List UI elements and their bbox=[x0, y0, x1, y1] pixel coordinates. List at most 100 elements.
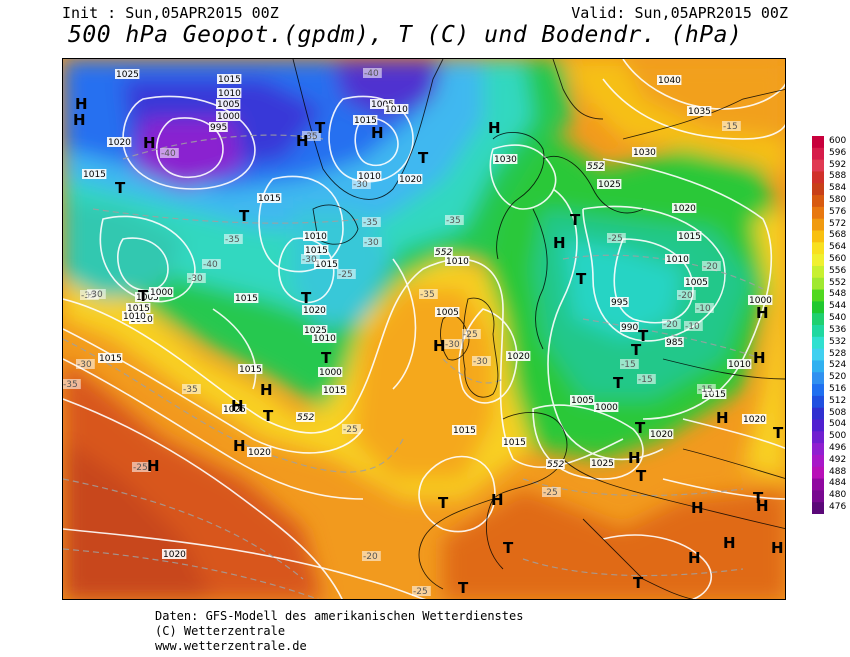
legend-swatch bbox=[812, 277, 824, 291]
label-background bbox=[607, 233, 626, 243]
legend-swatch bbox=[812, 325, 824, 338]
legend-label: 592 bbox=[829, 159, 847, 170]
label-background bbox=[135, 292, 160, 302]
low-pressure-label: T bbox=[753, 489, 764, 507]
label-background bbox=[187, 273, 206, 283]
map-canvas: 1025 101510101005100099510201015104010351… bbox=[63, 59, 785, 599]
high-pressure-label: H bbox=[628, 449, 641, 467]
label-background bbox=[502, 437, 527, 447]
temperature-label: -20 bbox=[703, 262, 718, 272]
label-background bbox=[748, 295, 773, 305]
label-background bbox=[662, 319, 681, 329]
isobar-label: 995 bbox=[611, 298, 628, 308]
label-background bbox=[722, 121, 741, 131]
isobar-label: 1005 bbox=[217, 100, 240, 110]
legend-swatch bbox=[812, 136, 824, 149]
legend-swatch bbox=[812, 348, 824, 361]
legend-label: 600 bbox=[829, 135, 847, 146]
label-background bbox=[445, 215, 464, 225]
isobar-label: 1005 bbox=[136, 293, 159, 303]
label-background bbox=[302, 131, 321, 141]
label-background bbox=[217, 74, 242, 84]
map-marks: 1025 101510101005100099510201015104010351… bbox=[63, 68, 784, 597]
label-background bbox=[217, 88, 242, 98]
low-pressure-label: T bbox=[570, 211, 581, 229]
legend-swatch bbox=[812, 454, 824, 468]
temperature-label: -30 bbox=[364, 238, 379, 248]
legend-swatch bbox=[812, 242, 824, 255]
legend-swatch bbox=[812, 301, 824, 314]
label-background bbox=[677, 231, 702, 241]
contour-552-label: 552 bbox=[297, 413, 314, 423]
label-background bbox=[98, 353, 123, 363]
label-background bbox=[435, 307, 460, 317]
label-background bbox=[132, 462, 151, 472]
legend-swatch bbox=[812, 183, 824, 196]
isobar-label: 1020 bbox=[303, 306, 326, 316]
temperature-label: -30 bbox=[445, 340, 460, 350]
label-background bbox=[160, 148, 179, 158]
temperature-label: -35 bbox=[446, 216, 461, 226]
legend-swatch bbox=[812, 407, 824, 420]
label-background bbox=[362, 551, 381, 561]
label-background bbox=[546, 459, 565, 469]
label-background bbox=[342, 424, 361, 434]
temperature-label: -25 bbox=[343, 425, 358, 435]
temperature-label: -15 bbox=[723, 122, 738, 132]
label-background bbox=[419, 289, 438, 299]
weather-map: 1025 1015 1010 1005 1000 995 1020 1015 1040 1035 1… bbox=[62, 58, 786, 600]
legend-label: 540 bbox=[829, 313, 847, 324]
legend-label: 488 bbox=[829, 466, 847, 477]
color-scale-bar bbox=[812, 136, 824, 515]
temperature-label: -40 bbox=[161, 149, 176, 159]
label-background bbox=[247, 447, 272, 457]
label-background bbox=[76, 359, 95, 369]
low-pressure-label: T bbox=[503, 539, 514, 557]
high-pressure-label: H bbox=[723, 534, 736, 552]
label-background bbox=[222, 404, 247, 414]
high-pressure-label: H bbox=[260, 381, 273, 399]
coastlines bbox=[292, 59, 785, 599]
isobar-label: 1010 bbox=[358, 172, 381, 182]
temperature-label: -25 bbox=[463, 330, 478, 340]
isobar-label: 1015 bbox=[453, 426, 476, 436]
legend-label: 564 bbox=[829, 242, 847, 253]
low-pressure-label: T bbox=[633, 574, 644, 592]
temperature-label: -35 bbox=[303, 132, 318, 142]
temperature-label: -15 bbox=[698, 385, 713, 395]
legend-label: 588 bbox=[829, 171, 847, 182]
label-background bbox=[107, 137, 132, 147]
isobar-label: 1015 bbox=[323, 386, 346, 396]
low-pressure-label: T bbox=[315, 119, 326, 137]
label-background bbox=[672, 203, 697, 213]
label-background bbox=[684, 321, 703, 331]
legend-swatch bbox=[812, 466, 824, 480]
label-background bbox=[697, 384, 716, 394]
label-background bbox=[63, 379, 81, 389]
label-background bbox=[216, 111, 241, 121]
temperature-label: -25 bbox=[413, 587, 428, 597]
init-time: Init : Sun,05APR2015 00Z bbox=[62, 4, 279, 22]
color-scale-labels: 600 596 592 588 584 580 576 572 568 564 560 556 552 5… bbox=[829, 136, 850, 514]
legend-label: 512 bbox=[829, 395, 847, 406]
temperature-label: -30 bbox=[188, 274, 203, 284]
isobar-label: 1010 bbox=[666, 255, 689, 265]
map-title: 500 hPa Geopot.(gpdm), T (C) und Bodendr… bbox=[68, 22, 743, 48]
isobar-label: 1015 bbox=[218, 75, 241, 85]
isobar-label: 1025 bbox=[304, 326, 327, 336]
label-background bbox=[322, 385, 347, 395]
label-background bbox=[257, 193, 282, 203]
label-background bbox=[434, 247, 453, 257]
temperature-label: -40 bbox=[364, 69, 379, 79]
label-background bbox=[620, 359, 639, 369]
isobar-label: 1015 bbox=[503, 438, 526, 448]
isobar-label: 1005 bbox=[371, 100, 394, 110]
legend-swatch bbox=[812, 147, 824, 161]
isobar-label: 1005 bbox=[571, 396, 594, 406]
low-pressure-label: T bbox=[636, 467, 647, 485]
low-pressure-label: T bbox=[418, 149, 429, 167]
isobar-label: 1015 bbox=[239, 365, 262, 375]
low-pressure-label: T bbox=[115, 179, 126, 197]
isobar-label: 1000 bbox=[319, 368, 342, 378]
label-background bbox=[337, 269, 356, 279]
